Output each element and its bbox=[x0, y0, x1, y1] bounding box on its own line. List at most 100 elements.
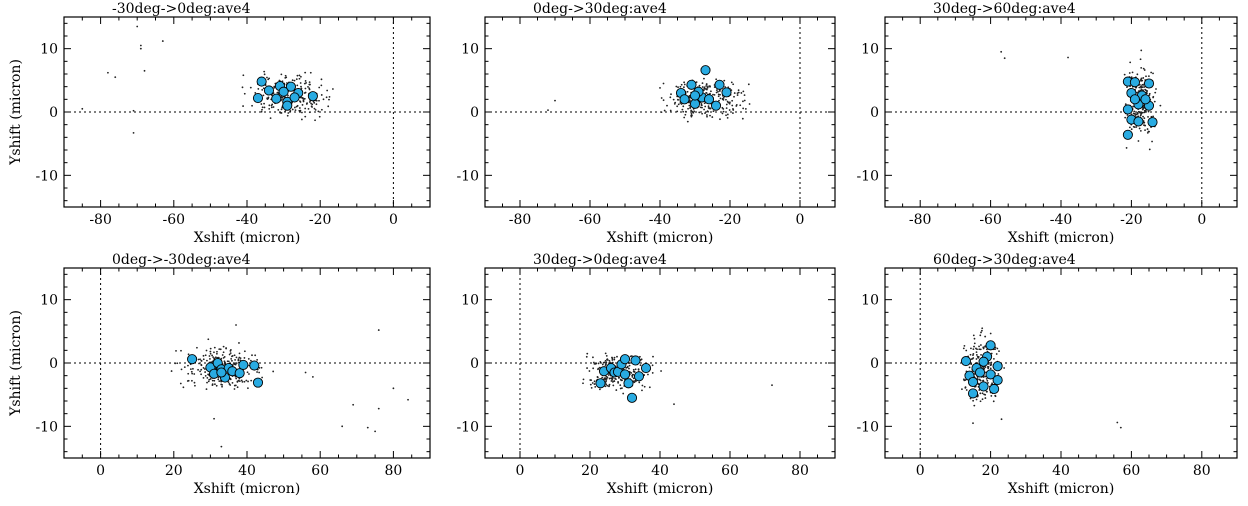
data-point bbox=[251, 354, 253, 357]
data-point bbox=[965, 389, 968, 391]
data-point bbox=[1147, 110, 1150, 113]
data-point bbox=[261, 88, 264, 91]
data-point bbox=[604, 359, 607, 362]
data-point bbox=[229, 348, 232, 351]
data-point bbox=[320, 84, 323, 87]
data-point bbox=[305, 103, 308, 105]
data-point bbox=[300, 85, 302, 88]
outlier-point bbox=[1000, 50, 1003, 53]
outlier-point bbox=[341, 425, 344, 428]
highlight-marker bbox=[714, 79, 725, 90]
data-point bbox=[218, 380, 221, 383]
highlight-marker bbox=[1133, 116, 1144, 127]
data-point bbox=[660, 370, 662, 372]
highlight-marker bbox=[619, 354, 631, 365]
data-point bbox=[285, 76, 288, 79]
data-point bbox=[229, 384, 232, 386]
data-point bbox=[304, 107, 307, 110]
data-point bbox=[268, 108, 271, 110]
data-point bbox=[669, 109, 672, 112]
data-point bbox=[731, 99, 734, 102]
y-tick-label: 10 bbox=[461, 293, 479, 309]
data-point bbox=[732, 109, 735, 111]
x-tick-label: 40 bbox=[1052, 463, 1070, 479]
highlight-marker bbox=[271, 93, 282, 104]
y-tick-label: 0 bbox=[49, 356, 58, 372]
data-point bbox=[243, 357, 246, 359]
data-point bbox=[304, 87, 307, 90]
data-point bbox=[699, 106, 702, 109]
data-point bbox=[972, 348, 975, 350]
data-point bbox=[176, 362, 179, 365]
data-point bbox=[704, 105, 707, 108]
data-point bbox=[968, 366, 971, 369]
data-point bbox=[693, 110, 695, 113]
data-point bbox=[236, 386, 239, 389]
data-point bbox=[212, 356, 215, 359]
data-point bbox=[1141, 111, 1144, 114]
outlier-point bbox=[352, 403, 355, 406]
data-point bbox=[703, 102, 706, 105]
highlight-marker bbox=[700, 65, 711, 76]
x-tick-label: 0 bbox=[389, 212, 398, 228]
data-point bbox=[975, 358, 978, 360]
data-point bbox=[308, 81, 311, 84]
y-tick-label: 0 bbox=[49, 105, 58, 121]
data-point bbox=[993, 357, 995, 360]
data-point bbox=[962, 347, 965, 350]
data-point bbox=[1143, 69, 1146, 71]
outlier-point bbox=[377, 407, 380, 410]
data-point bbox=[263, 106, 266, 109]
data-point bbox=[246, 371, 249, 374]
data-point bbox=[1141, 86, 1144, 89]
data-point bbox=[972, 357, 975, 359]
data-point bbox=[973, 342, 976, 345]
x-tick-label: 0 bbox=[916, 463, 925, 479]
data-point bbox=[981, 327, 984, 330]
data-point bbox=[189, 368, 192, 371]
data-point bbox=[605, 379, 608, 381]
outlier-point bbox=[311, 376, 314, 378]
data-point bbox=[206, 381, 208, 384]
highlight-marker bbox=[187, 354, 198, 365]
point-cloud bbox=[170, 324, 409, 448]
y-tick-label: 10 bbox=[461, 42, 479, 58]
data-point bbox=[589, 379, 592, 381]
data-point bbox=[197, 368, 199, 371]
data-point bbox=[258, 371, 261, 374]
data-point bbox=[1153, 100, 1156, 103]
data-point bbox=[1141, 83, 1144, 86]
x-tick-label: 0 bbox=[796, 212, 805, 228]
data-point bbox=[737, 91, 740, 94]
outlier-point bbox=[136, 25, 139, 28]
data-point bbox=[291, 79, 294, 82]
data-point bbox=[742, 90, 745, 93]
data-point bbox=[719, 90, 721, 92]
data-point bbox=[263, 73, 266, 76]
data-point bbox=[701, 82, 704, 85]
x-tick-label: 20 bbox=[165, 463, 183, 479]
data-point bbox=[266, 97, 269, 100]
data-point bbox=[1140, 49, 1143, 52]
data-point bbox=[293, 106, 296, 109]
data-point bbox=[215, 352, 218, 355]
data-point bbox=[964, 386, 967, 389]
data-point bbox=[320, 78, 323, 81]
data-point bbox=[717, 93, 720, 96]
data-point bbox=[214, 356, 217, 359]
data-point bbox=[236, 381, 239, 383]
data-point bbox=[617, 380, 619, 383]
data-point bbox=[660, 97, 663, 99]
data-point bbox=[211, 379, 214, 382]
data-point bbox=[1140, 88, 1143, 91]
data-point bbox=[262, 94, 265, 97]
highlight-marker bbox=[626, 392, 638, 403]
data-point bbox=[715, 91, 718, 94]
data-point bbox=[610, 380, 613, 382]
outlier-point bbox=[114, 76, 117, 79]
highlight-marker bbox=[721, 87, 732, 98]
data-point bbox=[979, 348, 982, 351]
data-point bbox=[1142, 115, 1144, 118]
data-point bbox=[719, 97, 722, 100]
highlight-marker bbox=[238, 359, 249, 370]
